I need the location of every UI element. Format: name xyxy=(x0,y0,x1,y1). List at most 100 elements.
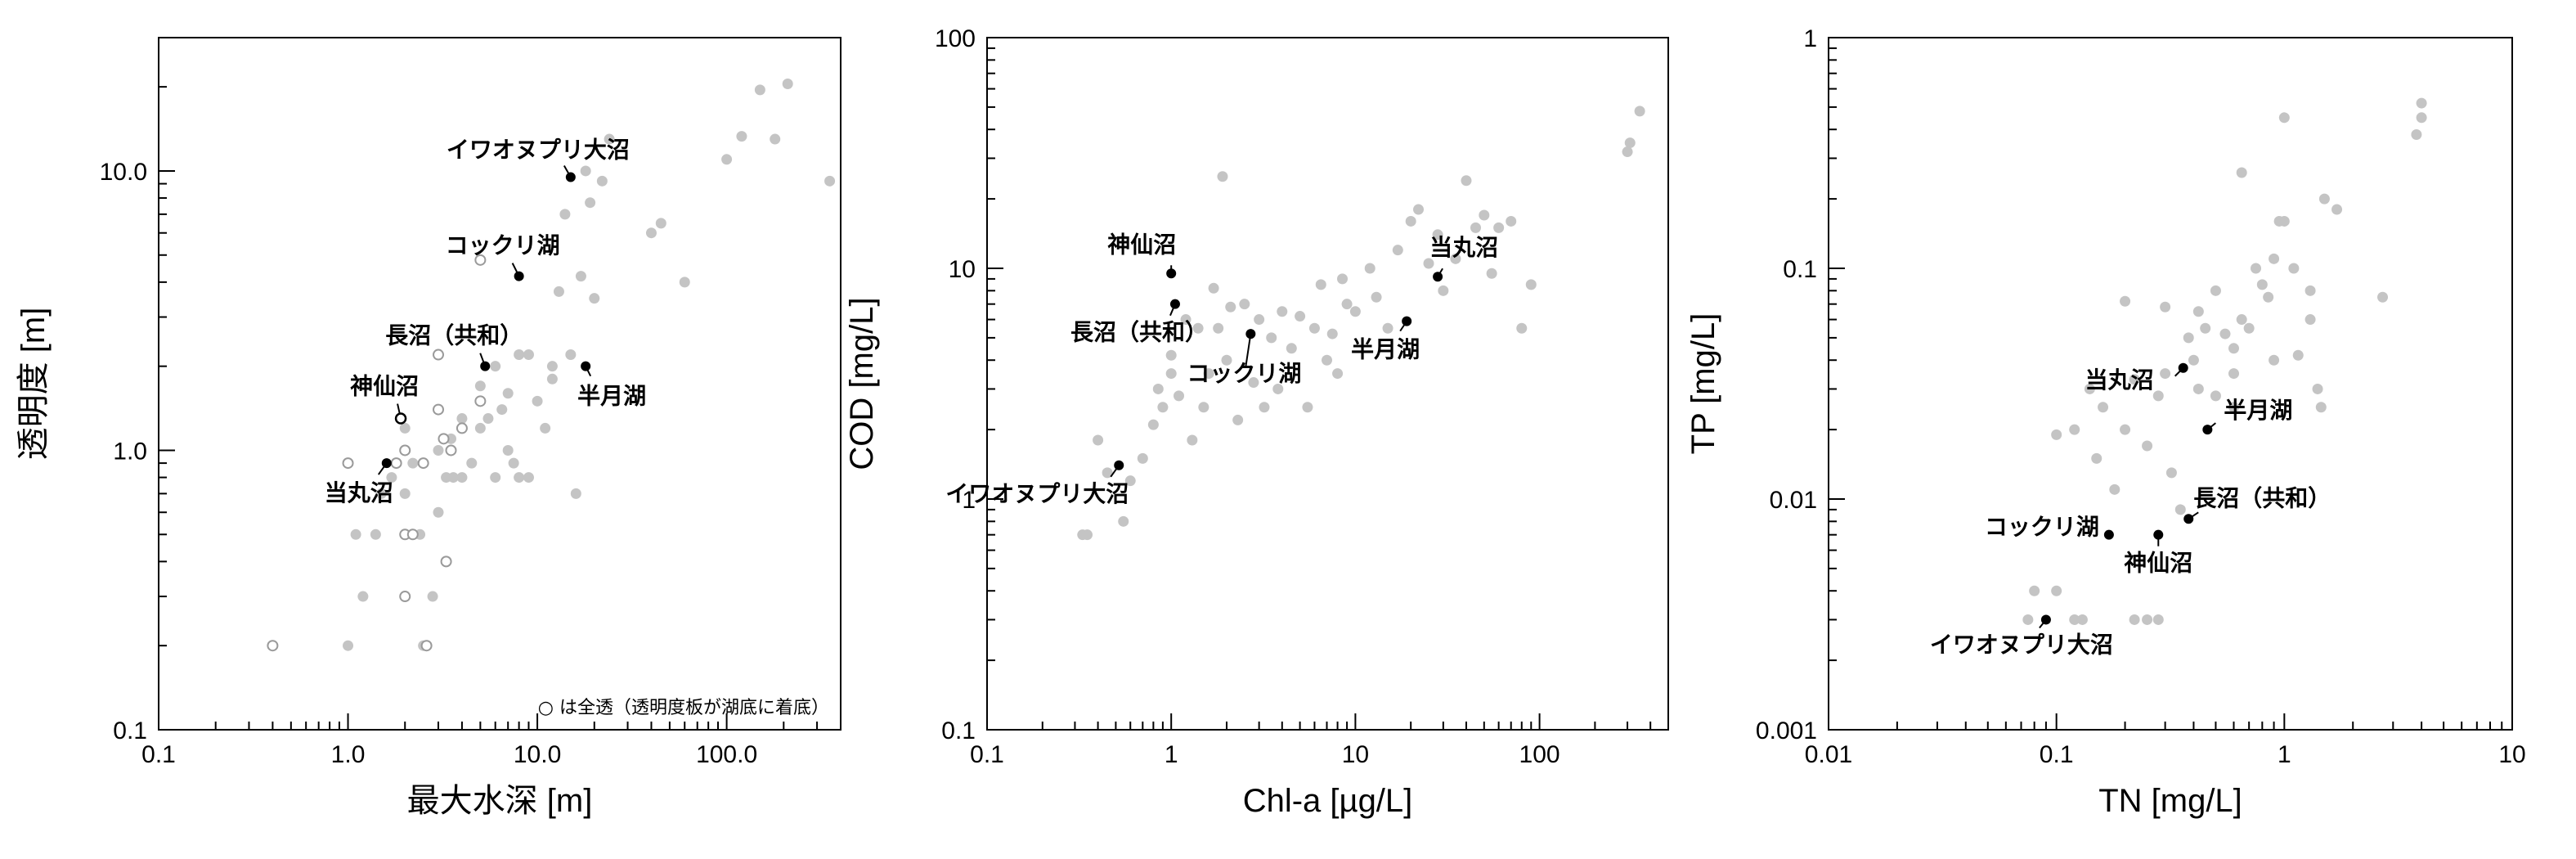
data-point xyxy=(438,433,450,445)
highlight-point xyxy=(2178,362,2188,373)
y-tick-label: 0.1 xyxy=(1783,256,1817,283)
annotation-label: 当丸沼 xyxy=(2085,367,2154,394)
data-point xyxy=(514,472,525,483)
annotation-label: イワオヌプリ大沼 xyxy=(1930,631,2113,658)
data-point xyxy=(1277,306,1288,317)
data-point xyxy=(2200,322,2211,334)
data-point xyxy=(267,640,279,652)
annotation: コックリ湖 xyxy=(446,232,560,281)
highlight-point xyxy=(1433,272,1443,282)
plot-frame xyxy=(1828,37,2513,731)
data-point xyxy=(399,488,411,499)
data-point xyxy=(1165,349,1177,361)
data-point xyxy=(1423,258,1434,269)
data-point xyxy=(736,131,747,142)
data-point xyxy=(474,395,487,407)
open-points-series xyxy=(267,254,487,652)
data-point xyxy=(407,457,419,469)
highlight-point xyxy=(2040,614,2051,625)
data-point xyxy=(1438,285,1449,296)
data-point xyxy=(2210,285,2221,296)
annotation-label: 神仙沼 xyxy=(2124,550,2192,577)
data-point xyxy=(433,349,445,361)
y-tick-label: 10 xyxy=(949,256,976,283)
data-point xyxy=(1525,279,1537,290)
highlight-point xyxy=(2183,514,2194,524)
data-point xyxy=(546,361,558,372)
data-point xyxy=(2069,424,2080,435)
data-point xyxy=(1180,314,1192,326)
data-point xyxy=(427,591,438,602)
highlight-point xyxy=(2202,425,2213,435)
highlight-point xyxy=(381,458,392,469)
data-point xyxy=(2411,129,2422,141)
data-point xyxy=(1432,229,1443,241)
data-point xyxy=(604,133,615,145)
plot-frame xyxy=(158,37,841,731)
x-tick-label: 100 xyxy=(1519,741,1560,768)
data-point xyxy=(2304,314,2316,326)
annotation: イワオヌプリ大沼 xyxy=(1930,614,2113,658)
data-point xyxy=(2331,204,2343,215)
data-point xyxy=(375,488,387,499)
x-tick-label: 0.1 xyxy=(141,741,176,768)
data-point xyxy=(1259,402,1270,413)
data-point xyxy=(2029,585,2040,596)
highlight-point xyxy=(2153,529,2164,540)
data-point xyxy=(456,422,468,434)
x-tick-label: 0.1 xyxy=(970,741,1004,768)
annotation: 当丸沼 xyxy=(325,458,393,506)
axis-ticks xyxy=(986,37,1669,731)
highlight-point xyxy=(581,361,591,371)
data-point xyxy=(2243,322,2255,334)
highlight-point xyxy=(480,361,491,371)
annotation-label: イワオヌプリ大沼 xyxy=(447,137,630,164)
data-point xyxy=(1493,222,1505,233)
annotation: 長沼（共和） xyxy=(2183,484,2331,524)
data-point xyxy=(466,457,478,469)
data-point xyxy=(1341,299,1353,310)
data-point xyxy=(2269,354,2280,366)
highlight-point xyxy=(1166,268,1177,279)
y-tick-label: 1 xyxy=(1803,25,1817,52)
data-point xyxy=(2183,332,2194,344)
plot-frame xyxy=(986,37,1669,731)
annotation: コックリ湖 xyxy=(1187,329,1301,387)
data-point xyxy=(2109,483,2120,495)
data-point xyxy=(1203,368,1214,380)
annotation-label: 当丸沼 xyxy=(1429,234,1498,261)
data-point xyxy=(440,555,452,568)
data-point xyxy=(575,271,586,282)
data-point xyxy=(546,373,558,385)
data-point xyxy=(2098,402,2109,413)
data-point xyxy=(2236,314,2247,326)
data-point xyxy=(1479,209,1490,221)
data-point xyxy=(2278,112,2290,124)
data-point xyxy=(1225,301,1236,313)
data-point xyxy=(342,457,354,470)
data-point xyxy=(1295,311,1306,322)
data-point xyxy=(2278,215,2290,227)
data-point xyxy=(1093,434,1104,446)
x-tick-label: 1 xyxy=(2278,741,2291,768)
data-point xyxy=(1337,273,1349,285)
data-point xyxy=(2160,301,2171,313)
data-point xyxy=(399,422,411,434)
highlight-point xyxy=(514,271,524,281)
data-point xyxy=(502,388,514,399)
data-point xyxy=(1516,322,1528,334)
data-point xyxy=(490,361,501,372)
data-point xyxy=(1332,368,1344,380)
annotation: 当丸沼 xyxy=(1429,234,1498,282)
y-axis-label: TP [mg/L] xyxy=(1685,313,1721,455)
data-point xyxy=(2152,390,2164,402)
data-point xyxy=(2377,291,2389,303)
x-tick-label: 10 xyxy=(2498,741,2525,768)
data-point xyxy=(1286,343,1297,354)
annotation-label: 半月湖 xyxy=(1351,336,1420,363)
data-point xyxy=(514,349,525,361)
x-tick-label: 0.1 xyxy=(2040,741,2074,768)
data-point xyxy=(1371,291,1382,303)
data-point xyxy=(474,422,486,434)
data-point xyxy=(2416,97,2427,109)
